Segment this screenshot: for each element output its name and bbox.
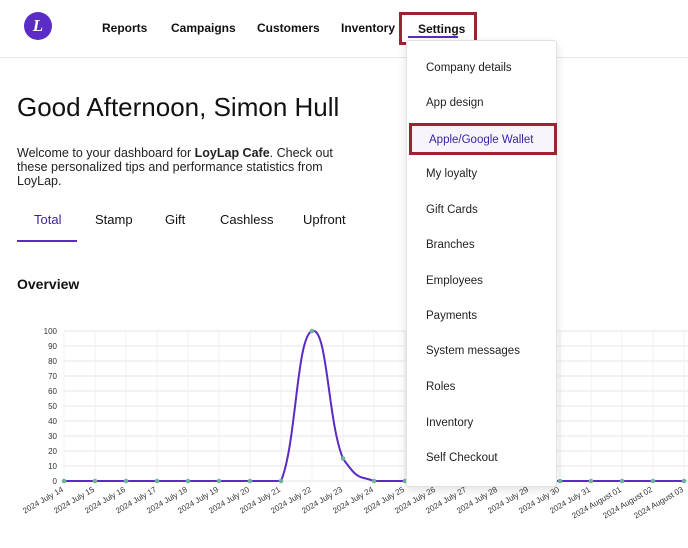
data-point (309, 328, 315, 334)
menu-self-checkout[interactable]: Self Checkout (426, 452, 498, 464)
tab-gift[interactable]: Gift (165, 212, 186, 227)
active-tab-underline (17, 240, 77, 242)
tab-stamp[interactable]: Stamp (95, 212, 133, 227)
data-point (61, 478, 67, 484)
y-tick-label: 10 (48, 462, 57, 471)
data-point (650, 478, 656, 484)
data-point (247, 478, 253, 484)
data-point (185, 478, 191, 484)
data-point (278, 478, 284, 484)
tab-cashless[interactable]: Cashless (220, 212, 274, 227)
data-point (371, 478, 377, 484)
y-tick-label: 0 (53, 477, 58, 486)
tab-upfront[interactable]: Upfront (303, 212, 346, 227)
menu-my-loyalty[interactable]: My loyalty (426, 168, 478, 180)
nav-settings-label: Settings (418, 22, 466, 36)
menu-employees[interactable]: Employees (426, 275, 483, 287)
menu-inventory[interactable]: Inventory (426, 417, 474, 429)
welcome-suffix: . Check out these personalized tips and … (17, 146, 333, 188)
data-point (681, 478, 687, 484)
menu-apple-google-wallet-label: Apple/Google Wallet (429, 134, 534, 146)
y-tick-label: 30 (48, 432, 57, 441)
menu-payments[interactable]: Payments (426, 310, 478, 322)
data-point (619, 478, 625, 484)
y-tick-label: 60 (48, 387, 57, 396)
menu-company-details[interactable]: Company details (426, 62, 512, 74)
loylap-logo[interactable]: L (24, 12, 52, 40)
y-tick-label: 40 (48, 417, 57, 426)
y-tick-label: 80 (48, 357, 57, 366)
business-name: LoyLap Cafe (194, 146, 270, 160)
y-tick-label: 100 (44, 327, 58, 336)
overview-title: Overview (17, 276, 80, 292)
logo-letter: L (32, 16, 44, 35)
data-point (588, 478, 594, 484)
y-tick-label: 90 (48, 342, 57, 351)
menu-branches[interactable]: Branches (426, 239, 475, 251)
welcome-text: Welcome to your dashboard for LoyLap Caf… (17, 146, 337, 188)
data-point (154, 478, 160, 484)
tab-total[interactable]: Total (34, 212, 62, 227)
menu-app-design[interactable]: App design (426, 97, 484, 109)
data-point (123, 478, 129, 484)
welcome-prefix: Welcome to your dashboard for (17, 146, 195, 160)
y-tick-label: 70 (48, 372, 57, 381)
data-point (340, 456, 346, 461)
menu-system-messages[interactable]: System messages (426, 345, 520, 357)
menu-apple-google-wallet[interactable]: Apple/Google Wallet (409, 123, 557, 155)
top-navigation: L Reports Campaigns Customers Inventory … (0, 0, 688, 52)
y-tick-label: 50 (48, 402, 57, 411)
page-greeting: Good Afternoon, Simon Hull (17, 92, 340, 122)
nav-settings-underline (408, 36, 458, 38)
y-tick-label: 20 (48, 447, 57, 456)
menu-gift-cards[interactable]: Gift Cards (426, 204, 478, 216)
nav-inventory[interactable]: Inventory (341, 21, 396, 35)
nav-divider (0, 57, 688, 58)
data-point (216, 478, 222, 484)
nav-customers[interactable]: Customers (257, 21, 320, 35)
menu-roles[interactable]: Roles (426, 381, 456, 393)
nav-reports[interactable]: Reports (102, 21, 148, 35)
series-line (64, 329, 684, 482)
settings-dropdown-menu: Company details App design Apple/Google … (406, 40, 557, 487)
data-point (92, 478, 98, 484)
nav-campaigns[interactable]: Campaigns (171, 21, 236, 35)
data-point (557, 478, 563, 484)
